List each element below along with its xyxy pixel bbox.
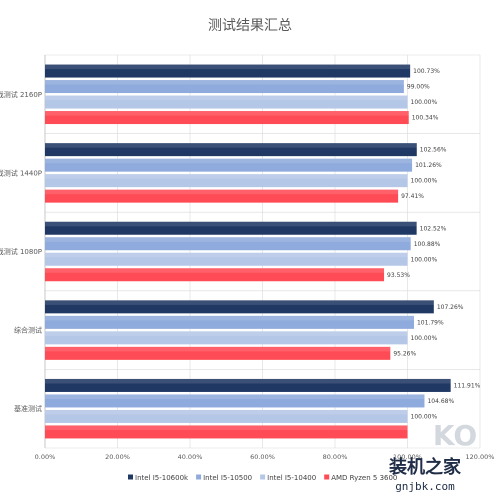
bar-highlight [45,425,408,430]
x-tick-label: 80.00% [323,453,348,461]
bar-highlight [45,95,408,101]
chart-title: 测试结果汇总 [208,18,292,34]
bar [45,143,417,157]
bar [45,346,391,360]
bar [45,268,385,282]
data-label: 104.68% [427,398,454,405]
bar-highlight [45,237,411,242]
bar [45,252,408,266]
category-label: 游戏测试 1440P [0,168,42,177]
bar-highlight [45,221,417,227]
watermark-logo: KO [433,419,477,452]
data-label: 99.00% [407,84,430,91]
data-label: 100.88% [414,241,441,248]
bar [45,95,408,109]
legend: Intel I5-10600k Intel I5-10500 Intel I5-10… [128,474,397,482]
data-label: 93.53% [387,272,410,279]
bar [45,394,425,408]
data-label: 97.41% [401,193,424,200]
data-label: 100.00% [411,178,438,185]
data-label: 107.26% [437,304,464,311]
bar [45,378,451,392]
data-label: 95.26% [393,350,416,357]
legend-label: Intel I5-10400 [267,474,316,482]
legend-label: Intel I5-10500 [203,474,252,482]
data-label: 100.00% [411,99,438,106]
bar-highlight [45,315,414,321]
bar [45,315,414,329]
bar [45,80,404,94]
data-label: 100.00% [411,256,438,263]
data-label: 100.00% [411,413,438,420]
data-label: 100.34% [412,115,439,122]
bar [45,174,408,188]
category-label: 游戏测试 2160P [0,90,42,99]
data-label: 102.52% [420,225,447,232]
x-tick-label: 60.00% [250,453,275,461]
category-label: 基准测试 [14,404,42,413]
legend-swatch [128,474,133,480]
bar-highlight [45,409,408,415]
bar-highlight [45,174,408,179]
bar-highlight [45,80,404,85]
data-label: 100.73% [413,68,440,75]
bar [45,64,411,78]
x-tick-labels: 0.00% 20.00% 40.00% 60.00% 80.00% 100.00% 120.… [35,453,495,461]
bar-highlight [45,252,408,258]
data-label: 101.26% [415,162,442,169]
legend-label: AMD Ryzen 5 3600 [331,474,397,482]
bar [45,300,434,314]
bar [45,331,408,345]
x-tick-label: 20.00% [105,453,130,461]
bar-highlight [45,378,451,384]
legend-swatch [260,474,266,480]
data-label: 111.91% [454,382,481,389]
data-label: 102.56% [420,147,447,154]
bar-highlight [45,331,408,336]
data-label: 100.00% [411,335,438,342]
bar [45,221,417,235]
bar-highlight [45,111,409,116]
bar [45,111,409,125]
bar [45,409,408,423]
bar-highlight [45,189,399,195]
legend-swatch [196,474,202,480]
bar-highlight [45,64,411,70]
x-tick-label: 40.00% [178,453,203,461]
bar [45,158,413,172]
category-label: 游戏测试 1080P [0,247,42,256]
bar [45,189,399,203]
watermark: KO 装机之家 gnjbk.com [389,419,477,493]
watermark-site-url: gnjbk.com [395,480,455,493]
bar-highlight [45,143,417,148]
x-tick-label: 120.00% [466,453,495,461]
bar-highlight [45,268,385,273]
bar-highlight [45,394,425,399]
watermark-site-cn: 装机之家 [389,456,462,478]
bar [45,425,408,439]
bar-highlight [45,158,413,164]
x-tick-label: 100.00% [393,453,422,461]
data-label: 101.79% [417,319,444,326]
x-tick-label: 0.00% [35,453,56,461]
bar-highlight [45,346,391,352]
legend-label: Intel I5-10600k [135,474,189,482]
legend-swatch [324,474,330,480]
bar [45,237,411,251]
category-label: 综合测试 [14,326,42,335]
bars: 100.73% 99.00% 100.00% 100.34% 102.56% 101.26… [45,64,481,439]
bar-highlight [45,300,434,305]
